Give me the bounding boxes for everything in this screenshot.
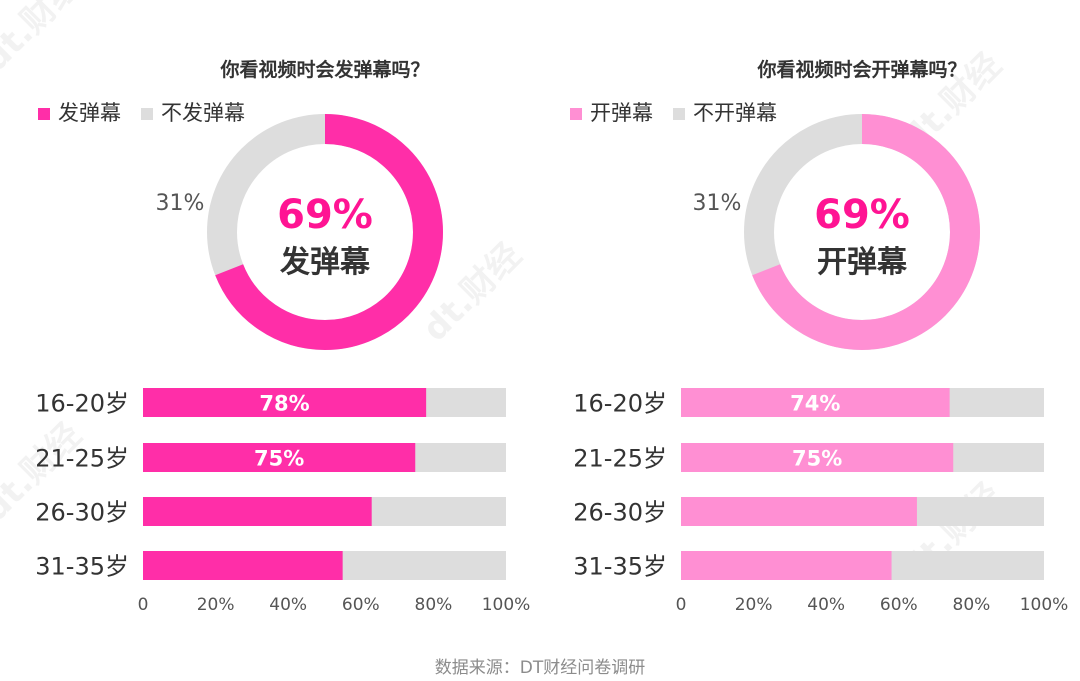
bar-category-label: 16-20岁 <box>573 390 667 418</box>
bar-category-label: 26-30岁 <box>35 499 129 527</box>
x-tick-label: 20% <box>735 595 773 615</box>
donut-side-label: 31% <box>693 191 742 216</box>
bar-fill <box>681 388 950 417</box>
donut-center-label: 发弹幕 <box>279 245 371 280</box>
bar-category-label: 31-35岁 <box>35 553 129 581</box>
x-tick-label: 80% <box>415 595 453 615</box>
bar-category-label: 16-20岁 <box>35 390 129 418</box>
donut-side-label: 31% <box>156 191 205 216</box>
legend-swatch <box>141 108 153 120</box>
bar-category-label: 21-25岁 <box>573 445 667 473</box>
legend-label: 不发弹幕 <box>161 101 245 125</box>
donut-slice-main <box>207 114 443 350</box>
x-tick-label: 20% <box>197 595 235 615</box>
bar-fill <box>681 551 892 580</box>
x-tick-label: 60% <box>342 595 380 615</box>
bar-fill <box>681 497 917 526</box>
donut-center-value: 69% <box>277 192 373 238</box>
legend-label: 发弹幕 <box>58 101 121 125</box>
bar-data-label: 78% <box>259 392 309 416</box>
legend-label: 不开弹幕 <box>693 101 777 125</box>
donut-center-label: 开弹幕 <box>817 245 908 280</box>
donut-title: 你看视频时会发弹幕吗？ <box>219 58 429 81</box>
legend-swatch <box>673 108 685 120</box>
bar-fill <box>143 551 343 580</box>
x-tick-label: 0 <box>138 595 149 615</box>
x-tick-label: 40% <box>269 595 307 615</box>
legend-swatch <box>570 108 582 120</box>
legend-swatch <box>38 108 50 120</box>
bar-category-label: 31-35岁 <box>573 553 667 581</box>
bar-category-label: 26-30岁 <box>573 499 667 527</box>
donut-center-value: 69% <box>814 192 910 238</box>
x-tick-label: 100% <box>1020 595 1069 615</box>
x-tick-label: 40% <box>807 595 845 615</box>
bar-fill <box>143 443 416 472</box>
x-tick-label: 80% <box>953 595 991 615</box>
bar-data-label: 75% <box>792 447 842 471</box>
donut-slice-main <box>744 114 980 350</box>
bar-data-label: 75% <box>254 447 304 471</box>
x-tick-label: 60% <box>880 595 918 615</box>
bar-data-label: 74% <box>790 392 840 416</box>
donut-title: 你看视频时会开弹幕吗？ <box>756 58 966 81</box>
x-tick-label: 0 <box>676 595 687 615</box>
bar-fill <box>681 443 954 472</box>
watermark: dt.财经 <box>0 0 89 79</box>
legend-label: 开弹幕 <box>590 101 653 125</box>
x-tick-label: 100% <box>482 595 531 615</box>
data-source-note: 数据来源：DT财经问卷调研 <box>434 658 646 678</box>
bar-fill <box>143 388 427 417</box>
bar-category-label: 21-25岁 <box>35 445 129 473</box>
bar-fill <box>143 497 372 526</box>
